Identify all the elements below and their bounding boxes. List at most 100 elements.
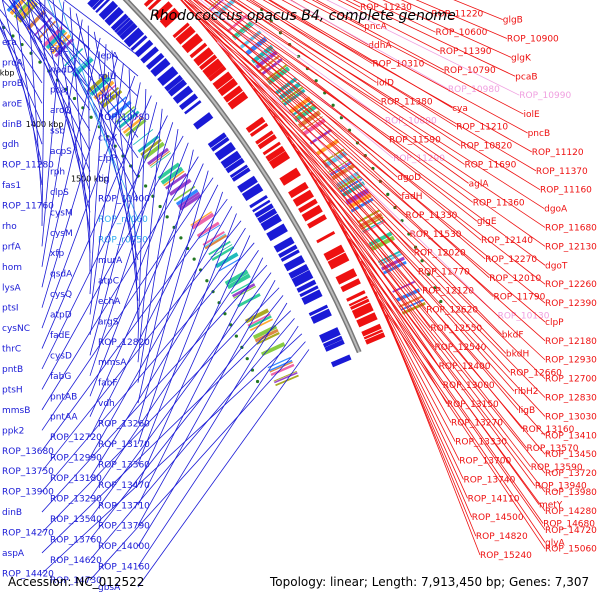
left-gene-label: mmsB: [2, 406, 30, 416]
left-gene-label: ROP_13360: [98, 460, 150, 470]
right-leader-line: [220, 0, 386, 121]
left-gene-label: hom: [2, 263, 22, 273]
right-leader-line: [206, 28, 546, 304]
right-leader-line: [382, 0, 512, 58]
left-leader-line: [93, 31, 139, 281]
right-gene-label: ROP_11330: [406, 211, 458, 221]
forward-gene-arrow: [298, 198, 318, 213]
left-gene-label: ROP_13180: [50, 474, 102, 484]
reverse-cog-band: [140, 138, 162, 156]
forward-gene-arrow: [361, 323, 382, 337]
outer-dot-ring: [426, 272, 431, 276]
right-gene-label: ROP_11210: [456, 123, 508, 133]
forward-gene-arrow: [147, 0, 162, 11]
reverse-cog-band: [114, 105, 135, 124]
left-leader-line: [89, 318, 295, 561]
left-leader-line: [13, 0, 91, 90]
right-gene-label: ROP_11680: [545, 223, 597, 233]
right-leader-line: [193, 0, 546, 247]
forward-gene-arrow: [356, 312, 378, 328]
left-gene-label: ssb: [50, 127, 65, 137]
right-gene-label: ddhA: [368, 41, 392, 51]
left-gene-label: lepA: [98, 52, 119, 62]
right-gene-label: ROP_13700: [459, 457, 511, 467]
right-leader-line: [253, 88, 546, 361]
right-gene-label: ROP_13590: [531, 463, 583, 473]
right-leader-line: [189, 0, 482, 241]
forward-cog-band: [363, 221, 386, 234]
left-gene-label: ROP_13290: [50, 494, 102, 504]
right-gene-label: ROP_12400: [439, 362, 491, 372]
left-gene-label: ptsI: [2, 304, 19, 314]
right-leader-line: [311, 0, 444, 71]
forward-gene-arrow: [227, 91, 249, 110]
left-gene-label: rho: [2, 222, 17, 232]
right-leader-line: [238, 67, 546, 342]
reverse-gene-arrow: [301, 289, 323, 305]
right-gene-label: pncA: [364, 22, 387, 32]
left-gene-label: ROP_13470: [98, 481, 150, 491]
forward-gene-arrow: [207, 65, 227, 82]
right-leader-line: [204, 0, 546, 228]
left-gene-label: aspA: [2, 549, 25, 559]
forward-gene-arrow: [327, 252, 350, 270]
accession-label: Accession: NC_012522: [8, 575, 145, 589]
right-gene-label: ROP_11220: [431, 9, 483, 19]
right-leader-line: [195, 0, 478, 222]
left-leader-line: [137, 349, 310, 588]
right-gene-label: ROP_14280: [545, 507, 597, 517]
forward-gene-arrow: [212, 71, 233, 90]
forward-cog-band: [297, 110, 321, 129]
forward-gene-arrow: [143, 0, 154, 7]
forward-gene-arrow: [181, 33, 203, 54]
right-gene-label: ROP_12270: [485, 255, 537, 265]
reverse-cog-band: [274, 372, 298, 384]
forward-gene-arrow: [307, 214, 327, 229]
left-leader-line: [41, 264, 268, 513]
right-gene-label: metY: [539, 501, 563, 511]
inner-dot-ring: [234, 334, 238, 338]
map-title: Rhodococcus opacus B4, complete genome: [150, 8, 456, 24]
right-leader-line: [184, 0, 546, 266]
left-leader-line: [137, 149, 194, 404]
reverse-gene-arrow: [237, 175, 258, 193]
left-leader-line: [87, 25, 91, 274]
reverse-gene-arrow: [252, 199, 271, 213]
left-leader-line: [34, 0, 91, 50]
inner-dot-ring: [229, 323, 233, 327]
forward-gene-arrow: [279, 167, 301, 186]
left-leader-line: [41, 333, 303, 574]
right-gene-label: dgoA: [544, 205, 568, 215]
reverse-gene-arrow: [299, 285, 319, 298]
right-leader-line: [348, 238, 546, 493]
left-leader-line: [89, 295, 284, 540]
scale-label: 1300 kbp: [0, 68, 14, 77]
reverse-gene-arrow: [308, 304, 329, 317]
left-gene-label: atpD: [50, 311, 72, 321]
left-gene-label: fabF: [98, 379, 118, 389]
left-gene-label: ROP_13750: [2, 467, 54, 477]
left-leader-line: [41, 310, 292, 554]
left-gene-label: ROP_14160: [98, 563, 150, 573]
right-gene-label: ROP_13150: [447, 400, 499, 410]
right-gene-label: ROP_12620: [426, 305, 478, 315]
reverse-gene-arrow: [130, 35, 148, 51]
left-gene-label: ROP_14620: [50, 556, 102, 566]
forward-cog-band: [339, 178, 363, 193]
left-gene-label: rplU: [98, 72, 117, 82]
left-leader-line: [41, 287, 280, 533]
right-leader-line: [289, 0, 449, 90]
forward-gene-arrow: [292, 189, 314, 207]
reverse-gene-arrow: [145, 52, 165, 70]
forward-gene-arrow: [199, 54, 218, 71]
left-leader-line: [137, 170, 209, 424]
reverse-gene-arrow: [110, 13, 129, 31]
right-gene-label: ROP_13740: [463, 475, 515, 485]
reverse-cog-band: [218, 258, 241, 272]
right-leader-line: [268, 108, 546, 379]
reverse-gene-arrow: [87, 0, 100, 8]
right-gene-label: pcaB: [515, 72, 537, 82]
right-leader-line: [364, 268, 473, 518]
